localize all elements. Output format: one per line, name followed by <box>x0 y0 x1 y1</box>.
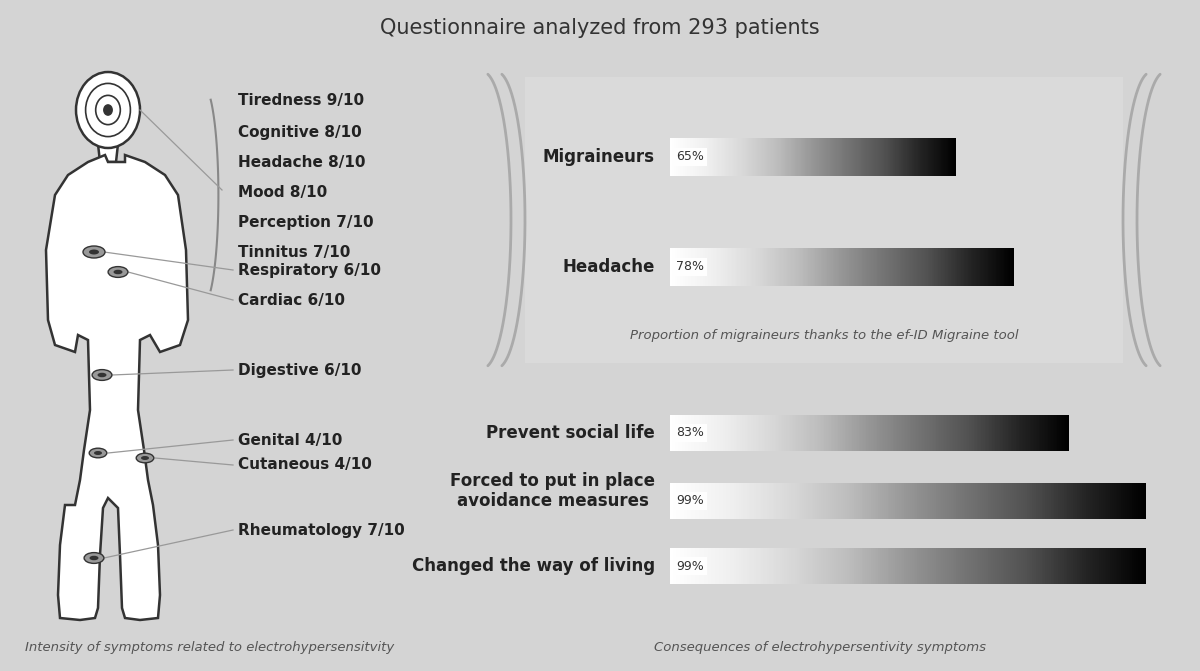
Ellipse shape <box>92 370 112 380</box>
Text: Tinnitus 7/10: Tinnitus 7/10 <box>238 244 350 260</box>
Text: 83%: 83% <box>676 427 704 440</box>
Text: Questionnaire analyzed from 293 patients: Questionnaire analyzed from 293 patients <box>380 18 820 38</box>
Ellipse shape <box>83 246 106 258</box>
Polygon shape <box>98 144 118 162</box>
Ellipse shape <box>76 72 140 148</box>
Text: Cutaneous 4/10: Cutaneous 4/10 <box>238 458 372 472</box>
Text: 78%: 78% <box>676 260 704 274</box>
Text: Proportion of migraineurs thanks to the ef-ID Migraine tool: Proportion of migraineurs thanks to the … <box>630 329 1019 342</box>
Ellipse shape <box>97 373 107 377</box>
Text: Headache: Headache <box>563 258 655 276</box>
Text: Mood 8/10: Mood 8/10 <box>238 185 328 201</box>
Ellipse shape <box>108 266 128 277</box>
Text: Migraineurs: Migraineurs <box>542 148 655 166</box>
Ellipse shape <box>114 270 122 274</box>
Text: Changed the way of living: Changed the way of living <box>412 557 655 575</box>
Text: Cognitive 8/10: Cognitive 8/10 <box>238 125 361 140</box>
Text: Headache 8/10: Headache 8/10 <box>238 154 366 170</box>
Text: Intensity of symptoms related to electrohypersensitvity: Intensity of symptoms related to electro… <box>25 641 395 654</box>
Text: Perception 7/10: Perception 7/10 <box>238 215 373 229</box>
Ellipse shape <box>142 456 149 460</box>
Ellipse shape <box>103 104 113 116</box>
Polygon shape <box>46 155 188 620</box>
Text: Respiratory 6/10: Respiratory 6/10 <box>238 262 382 278</box>
Text: Genital 4/10: Genital 4/10 <box>238 433 342 448</box>
Text: Cardiac 6/10: Cardiac 6/10 <box>238 293 346 307</box>
Text: Consequences of electrohypersentivity symptoms: Consequences of electrohypersentivity sy… <box>654 641 986 654</box>
Ellipse shape <box>89 250 98 254</box>
Ellipse shape <box>90 556 98 560</box>
Text: Digestive 6/10: Digestive 6/10 <box>238 362 361 378</box>
Text: 99%: 99% <box>676 495 703 507</box>
Ellipse shape <box>89 448 107 458</box>
Ellipse shape <box>94 451 102 455</box>
Text: Forced to put in place
avoidance measures: Forced to put in place avoidance measure… <box>450 472 655 511</box>
Text: Tiredness 9/10: Tiredness 9/10 <box>238 93 364 107</box>
Ellipse shape <box>84 553 104 564</box>
Text: Prevent social life: Prevent social life <box>486 424 655 442</box>
Ellipse shape <box>137 453 154 463</box>
Bar <box>526 77 1123 363</box>
Text: 99%: 99% <box>676 560 703 572</box>
Text: 65%: 65% <box>676 150 704 164</box>
Text: Rheumatology 7/10: Rheumatology 7/10 <box>238 523 404 537</box>
